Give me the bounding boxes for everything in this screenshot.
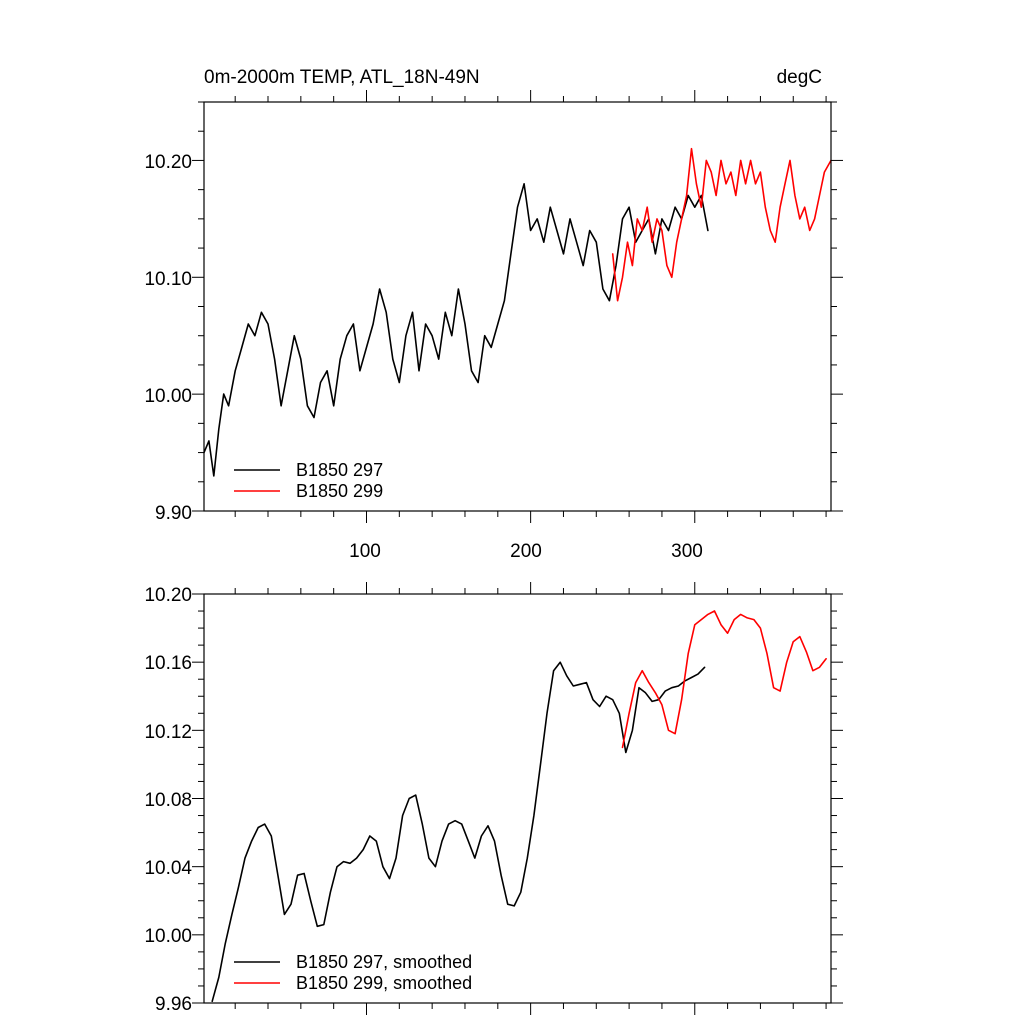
top-ytick-label: 10.10 — [144, 269, 192, 290]
top-panel: 0m-2000m TEMP, ATL_18N-49N degC 10.20 10… — [144, 67, 843, 562]
top-xtick-label: 100 — [349, 541, 381, 562]
top-tick-marks — [192, 90, 843, 523]
top-legend: B1850 297 B1850 299 — [234, 460, 383, 501]
bottom-ytick-label: 10.16 — [144, 653, 192, 674]
top-series-line-b1850-299 — [611, 147, 832, 302]
bottom-ytick-label: 10.20 — [144, 585, 192, 606]
top-legend-label-297: B1850 297 — [296, 460, 383, 480]
bottom-tick-marks — [192, 582, 843, 1015]
top-plot-frame — [203, 101, 832, 512]
top-series-line-b1850-297 — [203, 183, 709, 477]
bottom-ytick-label: 10.00 — [144, 926, 192, 947]
bottom-ytick-label: 9.96 — [155, 994, 192, 1015]
bottom-legend: B1850 297, smoothed B1850 299, smoothed — [234, 952, 472, 993]
top-xtick-label: 200 — [510, 541, 542, 562]
bottom-legend-label-297: B1850 297, smoothed — [296, 952, 472, 972]
top-ytick-label: 10.00 — [144, 386, 192, 407]
top-legend-label-299: B1850 299 — [296, 481, 383, 501]
bottom-legend-label-299: B1850 299, smoothed — [296, 973, 472, 993]
top-xtick-label: 300 — [671, 541, 703, 562]
top-chart-title: 0m-2000m TEMP, ATL_18N-49N — [204, 67, 480, 88]
top-ytick-label: 9.90 — [155, 503, 192, 524]
top-ytick-label: 10.20 — [144, 152, 192, 173]
bottom-ytick-label: 10.12 — [144, 722, 192, 743]
bottom-panel: 10.20 10.16 10.12 10.08 10.04 10.00 9.96… — [144, 582, 843, 1015]
top-series-group — [203, 147, 832, 477]
top-chart-units: degC — [777, 67, 822, 88]
bottom-series-line-b1850-297-smoothed — [211, 661, 706, 1003]
bottom-series-group — [211, 610, 827, 1003]
bottom-ytick-label: 10.08 — [144, 790, 192, 811]
bottom-plot-frame — [203, 593, 832, 1004]
bottom-series-line-b1850-299-smoothed — [621, 610, 827, 749]
bottom-ytick-label: 10.04 — [144, 858, 192, 879]
